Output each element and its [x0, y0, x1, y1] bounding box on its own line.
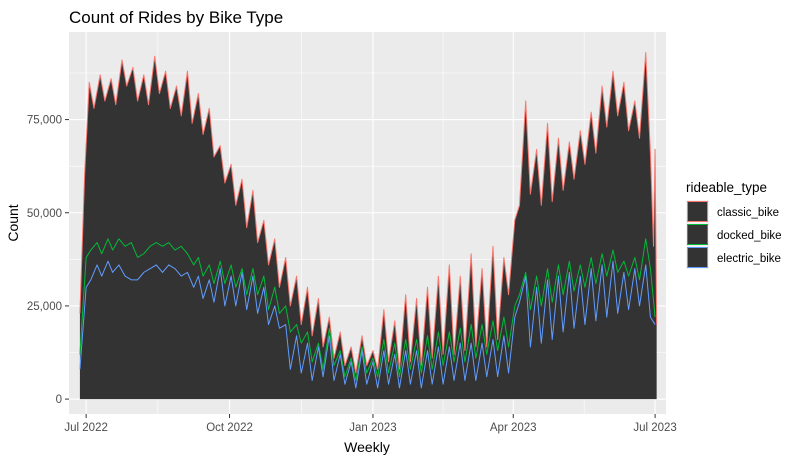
y-axis-title: Count — [5, 204, 21, 241]
x-tick-label: Apr 2023 — [490, 422, 537, 434]
area-layer — [79, 52, 657, 400]
legend-title: rideable_type — [686, 180, 767, 195]
lines-layer — [79, 52, 658, 389]
legend-key-electric-bike — [687, 247, 708, 268]
x-axis: Jul 2022 Oct 2022 Jan 2023 Apr 2023 Jul 2023 — [64, 414, 677, 434]
legend-label: docked_bike — [717, 230, 782, 242]
x-tick-label: Jul 2022 — [64, 422, 107, 434]
legend-label: classic_bike — [717, 207, 779, 219]
y-tick-label: 25,000 — [27, 301, 62, 313]
chart-title: Count of Rides by Bike Type — [69, 8, 283, 27]
x-axis-title: Weekly — [344, 439, 390, 455]
legend-key-classic-bike — [687, 201, 708, 222]
x-tick-label: Jan 2023 — [349, 422, 396, 434]
series-line-docked-bike — [79, 238, 656, 381]
y-tick-label: 0 — [56, 394, 62, 406]
x-tick-label: Jul 2023 — [633, 422, 676, 434]
legend-label: electric_bike — [717, 253, 781, 265]
y-tick-label: 50,000 — [27, 208, 62, 220]
y-tick-label: 75,000 — [27, 115, 62, 127]
legend-key-docked-bike — [687, 224, 708, 245]
x-tick-label: Oct 2022 — [206, 422, 253, 434]
legend: rideable_type classic_bike docked_bikeele… — [686, 180, 782, 269]
y-axis: 0 25,000 50,000 75,000 — [27, 115, 69, 406]
series-line-classic-bike — [79, 52, 658, 374]
area-fill — [79, 52, 657, 400]
series-line-electric-bike — [79, 260, 656, 389]
